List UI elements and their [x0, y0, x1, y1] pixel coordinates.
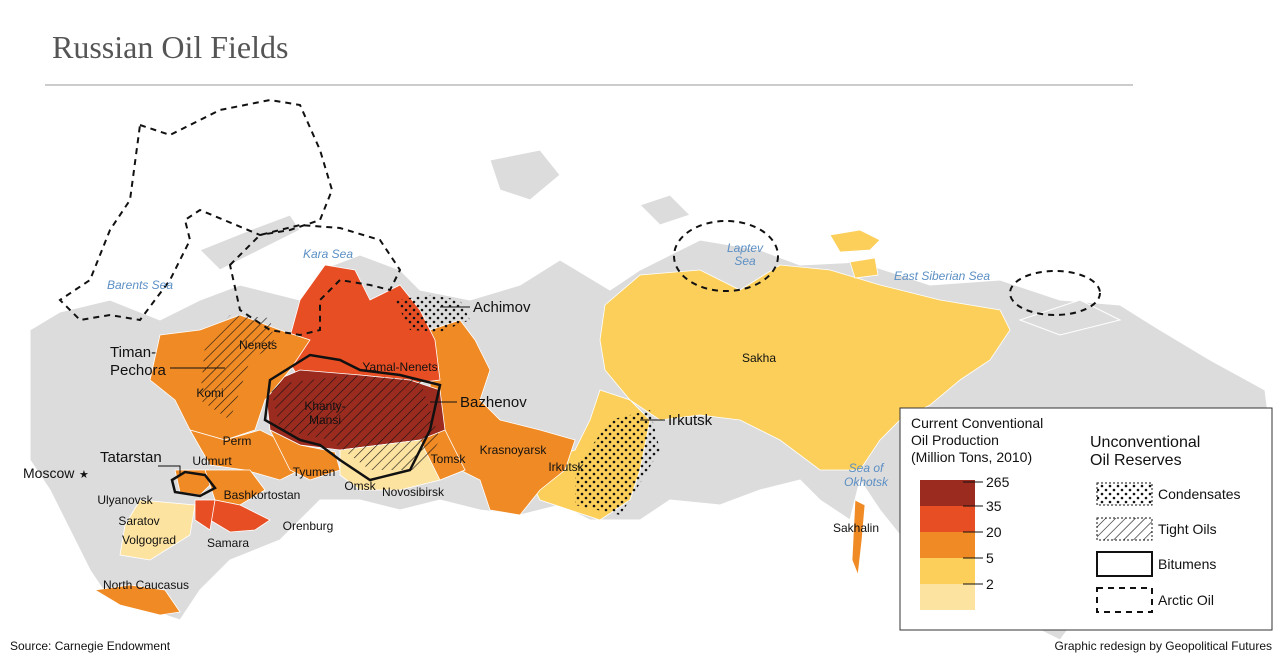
region-label: Yamal-Nenets [362, 360, 437, 374]
sea-label: Okhotsk [844, 475, 889, 489]
legend-swatch [1096, 587, 1153, 613]
legend-label: Tight Oils [1158, 521, 1217, 537]
region-label: Nenets [239, 338, 277, 352]
legend-label: Bitumens [1158, 556, 1216, 572]
credit: Graphic redesign by Geopolitical Futures [1055, 639, 1272, 653]
legend-tick-label: 2 [986, 576, 994, 592]
legend-tick-label: 265 [986, 474, 1010, 490]
region-label: Saratov [118, 514, 159, 528]
legend-label: Condensates [1158, 486, 1241, 502]
sea-label: Laptev [727, 241, 764, 255]
region-label: Orenburg [283, 519, 334, 533]
legend-title: Oil Production [911, 432, 999, 448]
legend-swatch [1096, 482, 1153, 506]
reserve-label: Timan- [110, 344, 156, 361]
region-label: Perm [223, 434, 252, 448]
reserve-label: Irkutsk [668, 412, 713, 429]
legend-swatch [1096, 517, 1153, 541]
legend-swatch [920, 480, 975, 506]
region-label: Tomsk [431, 452, 467, 466]
region-label: Samara [207, 536, 249, 550]
legend-swatch [920, 558, 975, 584]
region-label: Irkutsk [548, 460, 584, 474]
reserve-overlays [170, 295, 660, 515]
region-label: Krasnoyarsk [480, 443, 548, 457]
capital-star: ★ [79, 469, 89, 481]
sea-label: Kara Sea [303, 247, 353, 261]
city-label: Moscow [23, 465, 75, 481]
region-label: Tyumen [293, 465, 336, 479]
region-label: Ulyanovsk [97, 493, 153, 507]
title: Russian Oil Fields [52, 29, 288, 65]
legend-swatch [920, 584, 975, 610]
legend-title: (Million Tons, 2010) [911, 449, 1032, 465]
legend-tick-label: 35 [986, 498, 1002, 514]
sea-label: Sea of [849, 461, 885, 475]
region-label: Novosibirsk [382, 485, 445, 499]
legend-title: Unconventional [1090, 434, 1200, 451]
arctic-oil [58, 98, 1101, 337]
legend-tick-label: 5 [986, 550, 994, 566]
legend-title: Current Conventional [911, 415, 1043, 431]
legend-title: Oil Reserves [1090, 452, 1182, 469]
sea-label: Barents Sea [107, 278, 173, 292]
source: Source: Carnegie Endowment [10, 639, 171, 653]
legend: Current Conventional Oil Production (Mil… [899, 407, 1273, 631]
production-scale: 265 35 20 5 2 [920, 474, 1010, 610]
region-label: North Caucasus [103, 578, 189, 592]
reserve-label: Tatarstan [100, 449, 162, 466]
region-label: Mansi [309, 413, 341, 427]
region-label: Sakhalin [833, 521, 879, 535]
region-label: Komi [196, 386, 223, 400]
legend-swatch [1096, 551, 1153, 577]
region-label: Bashkortostan [224, 488, 301, 502]
reserve-label: Bazhenov [460, 394, 527, 411]
reserve-label: Achimov [473, 299, 531, 316]
sea-label: East Siberian Sea [894, 269, 990, 283]
reserve-label: Pechora [110, 362, 167, 379]
legend-label: Arctic Oil [1158, 592, 1214, 608]
legend-tick-label: 20 [986, 524, 1002, 540]
sea-label: Sea [734, 254, 756, 268]
legend-swatch [920, 506, 975, 532]
region-label: Volgograd [122, 533, 176, 547]
region-label: Omsk [344, 479, 376, 493]
region-label: Khanty- [304, 399, 345, 413]
legend-swatch [920, 532, 975, 558]
region-label: Udmurt [192, 454, 232, 468]
region-label: Sakha [742, 351, 776, 365]
